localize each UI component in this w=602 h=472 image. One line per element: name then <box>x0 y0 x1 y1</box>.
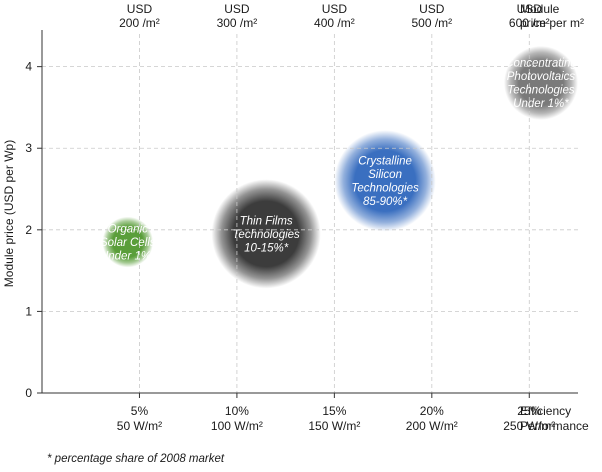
top-tick-label-currency: USD <box>127 2 153 16</box>
top-tick-label-currency: USD <box>517 2 543 16</box>
x-tick-label-efficiency: 15% <box>322 404 346 418</box>
bubble-label: Concentrating <box>505 58 577 70</box>
bubble <box>211 179 321 289</box>
y-tick-label: 0 <box>25 386 32 400</box>
top-tick-label-price: 500 /m² <box>411 16 452 30</box>
bubble-label: Under 1%* <box>513 98 569 110</box>
bubble-label: Under 1%* <box>100 251 156 263</box>
top-tick-label-price: 200 /m² <box>119 16 160 30</box>
y-axis-title: Module price (USD per Wp) <box>2 140 16 287</box>
bubble-label: Silicon <box>368 169 402 181</box>
x-tick-label-efficiency: 10% <box>225 404 249 418</box>
top-tick-label-price: 300 /m² <box>217 16 258 30</box>
x-tick-label-efficiency: 5% <box>131 404 149 418</box>
y-tick-label: 1 <box>25 304 32 318</box>
x-tick-label-efficiency: 20% <box>420 404 444 418</box>
x-tick-label-performance: 200 W/m² <box>406 419 458 433</box>
bubble-label: Photovoltaics <box>507 71 576 83</box>
bubble-label: Technologies <box>507 85 575 97</box>
bubble-label: Crystalline <box>358 156 412 168</box>
top-tick-label-currency: USD <box>419 2 445 16</box>
x-tick-label-performance: 50 W/m² <box>117 419 162 433</box>
y-tick-label: 2 <box>25 223 32 237</box>
y-tick-label: 4 <box>25 60 32 74</box>
top-tick-label-price: 400 /m² <box>314 16 355 30</box>
bubble-label: 85-90%* <box>363 196 408 208</box>
top-tick-label-price: 600 /m² <box>509 16 550 30</box>
bubble-label: Organic <box>108 224 149 236</box>
top-axis-title-module: Module <box>520 2 560 16</box>
top-tick-label-currency: USD <box>224 2 250 16</box>
x-tick-label-performance: 150 W/m² <box>308 419 360 433</box>
x-tick-label-efficiency: 25% <box>517 404 541 418</box>
bubble-label: Solar Cells <box>100 237 156 249</box>
x-axis-title-efficiency: Efficiency <box>520 404 571 418</box>
x-axis-title-performance: Performance <box>520 419 589 433</box>
x-tick-label-performance: 100 W/m² <box>211 419 263 433</box>
bubble-label: Thin Films <box>240 215 293 227</box>
top-axis-title-price: price per m² <box>520 16 584 30</box>
y-tick-label: 3 <box>25 141 32 155</box>
bubble-label: Technologies <box>232 229 300 241</box>
bubble <box>503 45 578 120</box>
top-tick-label-currency: USD <box>322 2 348 16</box>
bubble-label: Technologies <box>351 183 419 195</box>
bubble-label: 10-15%* <box>244 242 289 254</box>
bubble <box>334 130 436 232</box>
x-tick-label-performance: 250 W/m² <box>503 419 555 433</box>
footnote: * percentage share of 2008 market <box>47 453 225 465</box>
bubble <box>102 216 154 268</box>
